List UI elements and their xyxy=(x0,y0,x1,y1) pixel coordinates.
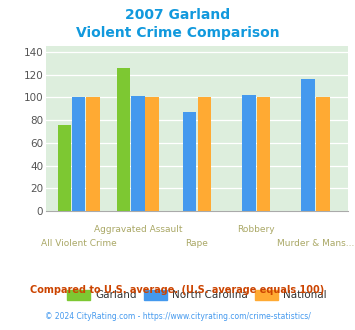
Bar xyxy=(183,112,196,211)
Bar xyxy=(58,125,71,211)
Bar xyxy=(301,79,315,211)
Bar xyxy=(242,95,256,211)
Bar xyxy=(316,97,329,211)
Text: Compared to U.S. average. (U.S. average equals 100): Compared to U.S. average. (U.S. average … xyxy=(31,285,324,295)
Bar xyxy=(198,97,211,211)
Bar xyxy=(257,97,271,211)
Bar xyxy=(145,97,159,211)
Bar xyxy=(72,97,86,211)
Bar xyxy=(86,97,100,211)
Legend: Garland, North Carolina, National: Garland, North Carolina, National xyxy=(63,286,331,305)
Bar xyxy=(131,96,145,211)
Text: Rape: Rape xyxy=(186,239,208,248)
Bar xyxy=(117,68,130,211)
Text: All Violent Crime: All Violent Crime xyxy=(41,239,116,248)
Text: © 2024 CityRating.com - https://www.cityrating.com/crime-statistics/: © 2024 CityRating.com - https://www.city… xyxy=(45,312,310,321)
Text: 2007 Garland: 2007 Garland xyxy=(125,8,230,22)
Text: Aggravated Assault: Aggravated Assault xyxy=(94,225,182,234)
Text: Violent Crime Comparison: Violent Crime Comparison xyxy=(76,26,279,40)
Text: Murder & Mans...: Murder & Mans... xyxy=(277,239,354,248)
Text: Robbery: Robbery xyxy=(237,225,275,234)
